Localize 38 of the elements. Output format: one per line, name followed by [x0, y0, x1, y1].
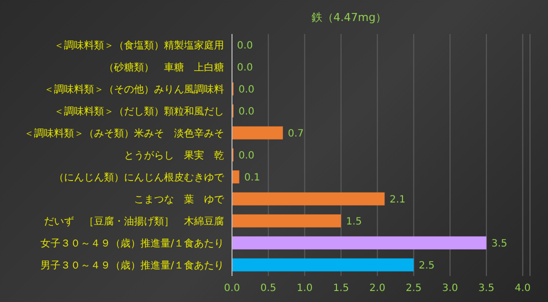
- y-tick-label: ＜調味料類＞（みそ類）米みそ 淡色辛みそ: [24, 128, 224, 140]
- x-tick-label: 2.5: [406, 283, 422, 294]
- y-tick-label: こまつな 葉 ゆで: [134, 194, 225, 206]
- x-tick-label: 3.5: [478, 283, 494, 294]
- bar: [232, 192, 385, 206]
- data-label: 0.0: [237, 62, 253, 74]
- data-label: 0.0: [237, 40, 253, 52]
- x-tick-label: 1.5: [333, 283, 349, 294]
- data-label: 0.0: [238, 84, 254, 96]
- y-tick-label: （にんじん類）にんじん根皮むきゆで: [54, 172, 225, 184]
- x-tick-label: 0.5: [260, 283, 276, 294]
- x-tick-label: 4.0: [514, 283, 531, 294]
- bar: [232, 214, 342, 228]
- y-tick-label: だいず ［豆腐・油揚げ類］ 木綿豆腐: [44, 216, 224, 228]
- y-tick-label: とうがらし 果実 乾: [124, 150, 224, 162]
- data-label: 1.5: [346, 216, 362, 228]
- x-tick-label: 1.0: [296, 283, 313, 294]
- data-label: 0.0: [238, 150, 254, 162]
- data-label: 0.7: [288, 128, 304, 140]
- y-tick-label: （砂糖類） 車糖 上白糖: [104, 62, 224, 74]
- bar: [232, 170, 240, 184]
- data-label: 2.1: [390, 194, 406, 206]
- bar: [232, 258, 414, 272]
- data-label: 0.0: [238, 106, 254, 118]
- y-tick-label: ＜調味料類＞（食塩類）精製塩家庭用: [54, 40, 224, 52]
- y-tick-label: 女子３０～４９（歳）推進量/１食あたり: [40, 238, 224, 250]
- x-tick-label: 3.0: [442, 283, 458, 294]
- y-tick-label: ＜調味料類＞（その他）みりん風調味料: [44, 84, 224, 96]
- chart-title: 鉄（4.47mg）: [310, 10, 388, 25]
- x-tick-label: 2.0: [369, 283, 386, 294]
- data-label: 3.5: [491, 238, 508, 250]
- data-label: 0.1: [244, 172, 260, 184]
- bar: [232, 236, 486, 250]
- bar: [232, 126, 283, 140]
- y-tick-label: ＜調味料類＞（だし類）顆粒和風だし: [54, 106, 224, 118]
- x-tick-label: 0.0: [224, 283, 240, 294]
- y-tick-label: 男子３０～４９（歳）推進量/１食あたり: [40, 260, 224, 272]
- data-label: 2.5: [418, 260, 435, 272]
